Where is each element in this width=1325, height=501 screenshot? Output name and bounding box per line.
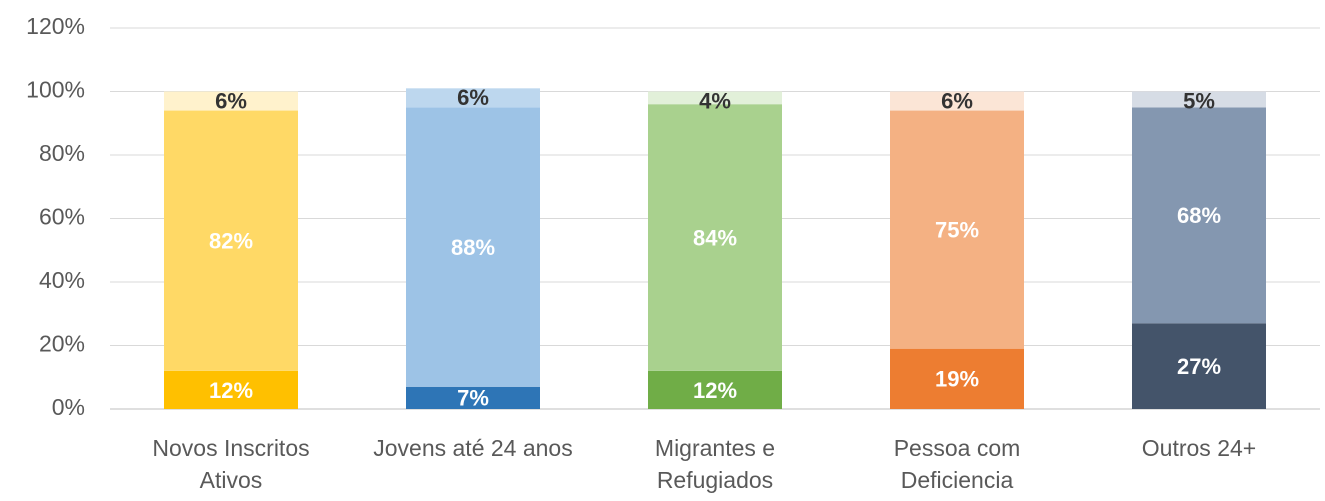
data-label: 7% <box>457 386 489 411</box>
bar-segment <box>648 370 782 409</box>
data-label: 27% <box>1177 354 1221 379</box>
y-tick-label: 60% <box>39 204 85 230</box>
y-tick-label: 40% <box>39 267 85 293</box>
bar-segment <box>648 91 782 105</box>
bar-segment <box>164 91 298 111</box>
data-label: 5% <box>1183 88 1215 113</box>
data-label: 82% <box>209 229 253 254</box>
data-label: 12% <box>693 378 737 403</box>
bar-segment <box>890 91 1024 111</box>
x-tick-label: Jovens até 24 anos <box>373 435 573 461</box>
data-label: 6% <box>941 88 973 113</box>
bar-segment <box>1132 323 1266 409</box>
x-tick-label: Pessoa com Deficiencia <box>893 435 1021 493</box>
y-tick-label: 80% <box>39 140 85 166</box>
bar-segment <box>648 104 782 371</box>
y-tick-label: 100% <box>26 77 85 103</box>
data-label: 6% <box>457 85 489 110</box>
bar-segment <box>406 107 540 387</box>
y-tick-label: 120% <box>26 13 85 39</box>
bar-segment <box>1132 107 1266 324</box>
bar-segment <box>406 88 540 108</box>
x-tick-label: Outros 24+ <box>1141 435 1257 461</box>
bar-segment <box>1132 91 1266 108</box>
data-label: 12% <box>209 378 253 403</box>
y-tick-label: 20% <box>39 331 85 357</box>
bar-segment <box>890 110 1024 349</box>
bar-segment <box>164 370 298 409</box>
bar-segment <box>406 386 540 409</box>
bar-segment <box>164 110 298 371</box>
data-label: 6% <box>215 88 247 113</box>
data-label: 84% <box>693 225 737 250</box>
data-label: 88% <box>451 235 495 260</box>
data-label: 75% <box>935 217 979 242</box>
x-tick-label: Migrantes e Refugiados <box>654 435 776 493</box>
y-tick-label: 0% <box>52 394 85 420</box>
bar-segment <box>890 348 1024 409</box>
data-label: 4% <box>699 88 731 113</box>
data-label: 19% <box>935 367 979 392</box>
data-label: 68% <box>1177 203 1221 228</box>
x-tick-label: Novos Inscritos Ativos <box>152 435 310 493</box>
